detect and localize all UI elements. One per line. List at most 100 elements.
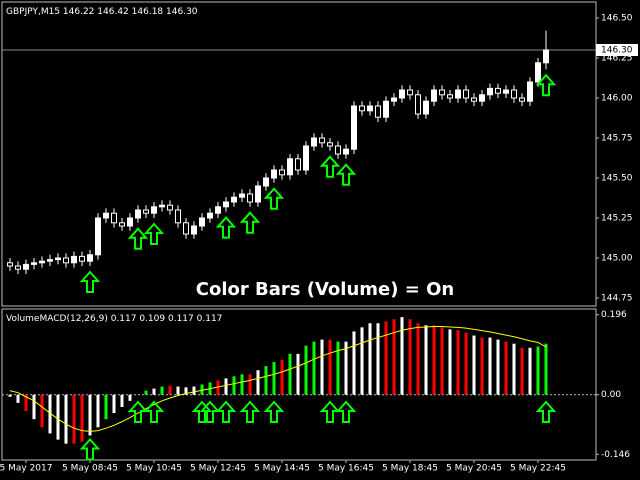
candle-body [279,169,285,176]
candle-body [471,97,477,102]
quote: 146.18 [132,7,164,17]
candle-body [215,206,221,214]
quote: 146.30 [166,7,198,17]
candle-body [71,255,77,264]
candle-body [23,263,29,270]
current-price-label: 146.30 [601,46,633,56]
candle-body [519,97,525,102]
candle-body [263,177,269,187]
candle-body [7,262,13,267]
x-tick-label: 5 May 20:45 [446,464,502,474]
buy-arrow [319,400,341,423]
y-tick-label: 145.50 [601,174,633,184]
candle-body [31,262,37,265]
candle-body [543,49,549,64]
candle-body [239,193,245,198]
candle-body [247,193,253,203]
candle-body [103,212,109,219]
buy-arrow [239,211,261,234]
candle-body [463,89,469,99]
candle-body [175,209,181,224]
symbol: GBPJPY,M15 [6,7,60,17]
candle-body [255,185,261,203]
x-tick-label: 5 May 08:45 [62,464,118,474]
x-tick-label: 5 May 12:45 [190,464,246,474]
buy-arrow [215,216,237,239]
x-tick-label: 5 May 18:45 [382,464,438,474]
price-panel [1,1,597,307]
candle-body [167,204,173,211]
candle-body [199,217,205,227]
buy-arrow [335,163,357,186]
buy-arrow [215,400,237,423]
candle-body [447,94,453,99]
y-tick-label: -0.146 [601,450,630,460]
candle-body [367,105,373,112]
candle-body [287,158,293,176]
candle-body [359,105,365,112]
x-tick-label: 5 May 10:45 [126,464,182,474]
candle-body [431,89,437,102]
candle-body [511,89,517,99]
candle-body [319,137,325,144]
buy-arrow [263,187,285,210]
buy-arrow [191,400,213,423]
candle-body [399,89,405,99]
candle-body [207,212,213,219]
candle-body [311,137,317,147]
candle-body [295,158,301,171]
quote: 146.42 [97,7,129,17]
candle-body [343,148,349,155]
buy-arrow [319,155,341,178]
candle-body [63,257,69,264]
indicator-header: VolumeMACD(12,26,9) 0.117 0.109 0.117 0.… [6,314,222,324]
candle-body [487,87,493,96]
candle-body [415,94,421,115]
indicator-name: VolumeMACD(12,26,9) [6,314,108,324]
buy-arrow [263,400,285,423]
candle-body [127,217,133,227]
candle-body [143,209,149,214]
candle-body [135,209,141,219]
buy-arrow [335,400,357,423]
buy-arrow [79,270,101,293]
annotation: Color Bars (Volume) = On [196,279,454,300]
candle-body [495,87,501,94]
buy-arrow [143,400,165,423]
candle-body [375,105,381,118]
x-tick-label: 5 May 16:45 [318,464,374,474]
indicator-panel [1,308,597,461]
chart-header: GBPJPY,M15 146.22 146.42 146.18 146.30 [6,7,198,17]
y-tick-label: 0.00 [601,390,621,400]
y-tick-label: 146.25 [601,54,633,64]
buy-arrow [127,227,149,250]
candle-body [111,212,117,224]
y-tick-label: 146.00 [601,94,633,104]
current-price-box [596,44,638,56]
candle-body [79,255,85,262]
candle-body [47,259,53,262]
candle-body [39,260,45,264]
candle-body [87,254,93,262]
candle-body [55,257,61,261]
y-tick-label: 144.75 [601,294,633,304]
reading: 0.117 [197,314,223,324]
candle-body [423,100,429,115]
x-tick-label: 5 May 22:45 [510,464,566,474]
candle-body [327,142,333,147]
candle-body [407,89,413,96]
y-tick-label: 146.50 [601,14,633,24]
candle-body [15,265,21,270]
candle-body [151,206,157,214]
reading: 0.117 [168,314,194,324]
buy-arrow [535,73,557,97]
candle-body [479,94,485,102]
buy-arrow [143,222,165,245]
candle-body [159,204,165,208]
candle-body [391,97,397,102]
candle-body [231,196,237,203]
y-tick-label: 145.75 [601,134,633,144]
buy-arrow [127,400,149,423]
x-tick-label: 5 May 14:45 [254,464,310,474]
